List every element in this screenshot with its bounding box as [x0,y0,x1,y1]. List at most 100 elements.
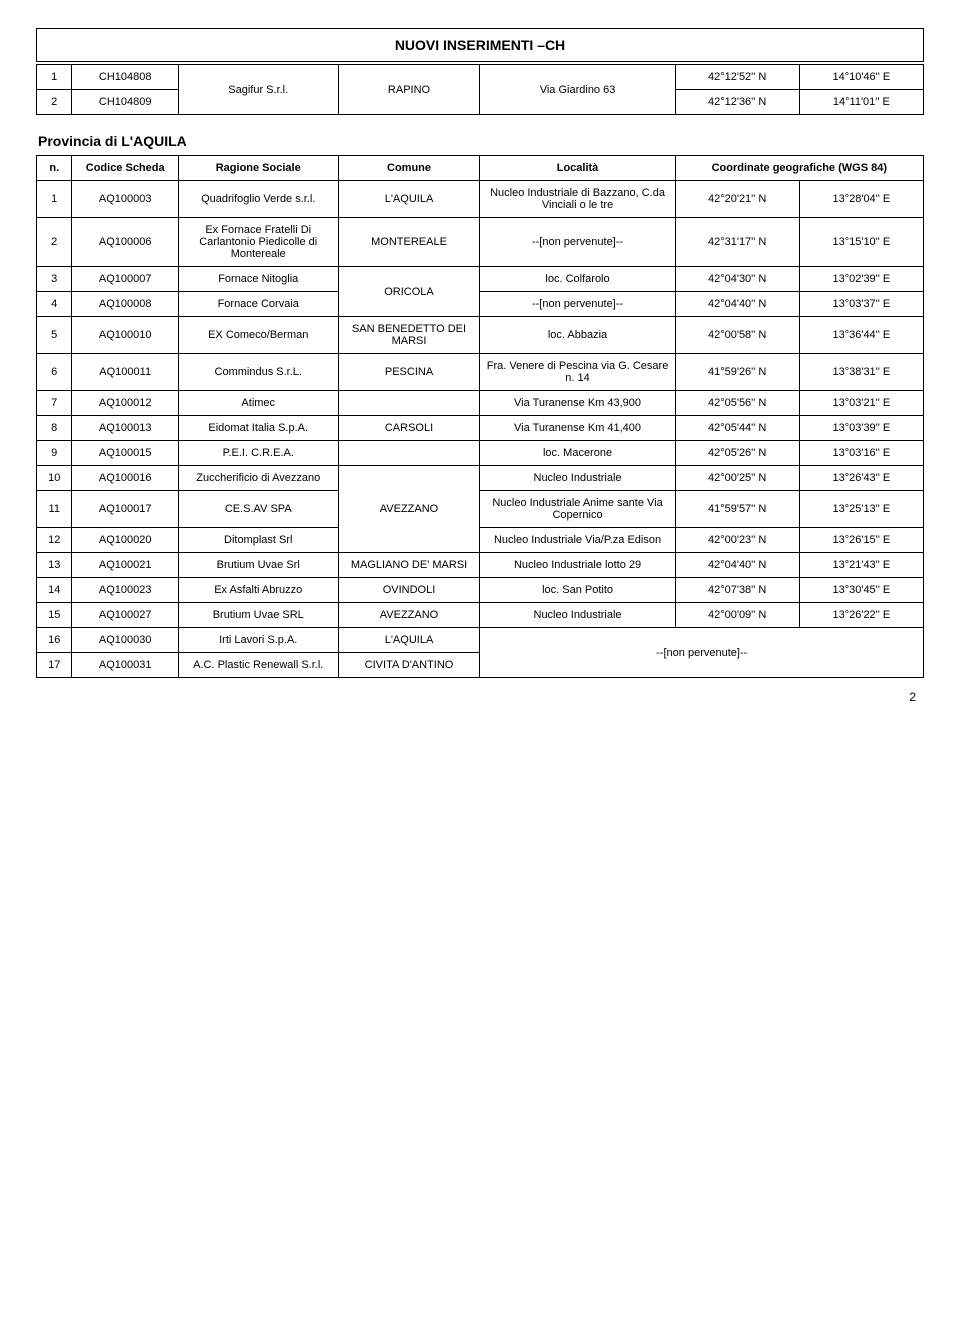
cell-code: AQ100003 [72,181,178,218]
cell-lon: 13°21'43'' E [799,553,923,578]
cell-lon: 13°30'45'' E [799,578,923,603]
cell-lat: 41°59'26'' N [675,354,799,391]
cell-ragione: EX Comeco/Berman [178,317,338,354]
cell-ragione: Commindus S.r.L. [178,354,338,391]
cell-n: 12 [37,528,72,553]
cell-comune: SAN BENEDETTO DEI MARSI [338,317,480,354]
cell-code: AQ100015 [72,441,178,466]
cell-localita: Via Turanense Km 41,400 [480,416,675,441]
cell-code: AQ100017 [72,491,178,528]
table-row: 15 AQ100027 Brutium Uvae SRL AVEZZANO Nu… [37,603,924,628]
cell-lon: 13°03'39'' E [799,416,923,441]
cell-ragione: Brutium Uvae Srl [178,553,338,578]
cell-n: 6 [37,354,72,391]
cell-localita: Via Giardino 63 [480,65,675,115]
cell-localita: Fra. Venere di Pescina via G. Cesare n. … [480,354,675,391]
cell-code: AQ100031 [72,653,178,678]
cell-n: 1 [37,181,72,218]
cell-localita: Nucleo Industriale di Bazzano, C.da Vinc… [480,181,675,218]
cell-comune: AVEZZANO [338,466,480,553]
cell-code: AQ100008 [72,292,178,317]
cell-lon: 13°15'10'' E [799,218,923,267]
cell-comune [338,441,480,466]
cell-n: 7 [37,391,72,416]
cell-code: AQ100012 [72,391,178,416]
cell-code: AQ100020 [72,528,178,553]
cell-n: 14 [37,578,72,603]
table-row: 1 CH104808 Sagifur S.r.l. RAPINO Via Gia… [37,65,924,90]
cell-lat: 42°04'40'' N [675,292,799,317]
cell-ragione: Zuccherificio di Avezzano [178,466,338,491]
cell-code: AQ100027 [72,603,178,628]
cell-n: 5 [37,317,72,354]
cell-n: 13 [37,553,72,578]
cell-comune [338,391,480,416]
cell-lat: 42°04'30'' N [675,267,799,292]
col-codice: Codice Scheda [72,156,178,181]
cell-n: 15 [37,603,72,628]
table-row: 1 AQ100003 Quadrifoglio Verde s.r.l. L'A… [37,181,924,218]
cell-lon: 14°10'46'' E [799,65,923,90]
cell-lat: 42°00'58'' N [675,317,799,354]
cell-lon: 13°36'44'' E [799,317,923,354]
cell-comune: MAGLIANO DE' MARSI [338,553,480,578]
cell-localita: Nucleo Industriale Anime sante Via Coper… [480,491,675,528]
cell-lon: 13°03'37'' E [799,292,923,317]
page-number: 2 [36,690,924,704]
cell-lon: 13°28'04'' E [799,181,923,218]
table-row: 12 AQ100020 Ditomplast Srl Nucleo Indust… [37,528,924,553]
cell-localita: --[non pervenute]-- [480,218,675,267]
cell-lat: 42°31'17'' N [675,218,799,267]
cell-ragione: Fornace Nitoglia [178,267,338,292]
cell-comune: CARSOLI [338,416,480,441]
cell-code: AQ100021 [72,553,178,578]
cell-code: AQ100030 [72,628,178,653]
col-n: n. [37,156,72,181]
cell-comune: CIVITA D'ANTINO [338,653,480,678]
cell-comune: MONTEREALE [338,218,480,267]
cell-comune: PESCINA [338,354,480,391]
cell-lon: 13°38'31'' E [799,354,923,391]
table-row: 6 AQ100011 Commindus S.r.L. PESCINA Fra.… [37,354,924,391]
cell-lon: 13°26'22'' E [799,603,923,628]
cell-lat: 42°12'36'' N [675,90,799,115]
cell-lon: 13°26'15'' E [799,528,923,553]
cell-ragione: CE.S.AV SPA [178,491,338,528]
cell-n: 4 [37,292,72,317]
cell-ragione: Ditomplast Srl [178,528,338,553]
cell-ragione: Sagifur S.r.l. [178,65,338,115]
col-coord: Coordinate geografiche (WGS 84) [675,156,923,181]
cell-n: 11 [37,491,72,528]
cell-code: CH104808 [72,65,178,90]
table-row: 3 AQ100007 Fornace Nitoglia ORICOLA loc.… [37,267,924,292]
cell-code: AQ100013 [72,416,178,441]
cell-code: AQ100007 [72,267,178,292]
cell-code: AQ100010 [72,317,178,354]
cell-n: 8 [37,416,72,441]
cell-lat: 42°04'40'' N [675,553,799,578]
cell-ragione: Quadrifoglio Verde s.r.l. [178,181,338,218]
table-aq: n. Codice Scheda Ragione Sociale Comune … [36,155,924,678]
cell-lat: 42°05'26'' N [675,441,799,466]
cell-ragione: Ex Fornace Fratelli Di Carlantonio Piedi… [178,218,338,267]
cell-ragione: Atimec [178,391,338,416]
cell-code: AQ100011 [72,354,178,391]
cell-code: AQ100006 [72,218,178,267]
cell-lon: 14°11'01'' E [799,90,923,115]
cell-lat: 42°05'56'' N [675,391,799,416]
cell-localita: loc. Macerone [480,441,675,466]
cell-ragione: Ex Asfalti Abruzzo [178,578,338,603]
cell-ragione: P.E.I. C.R.E.A. [178,441,338,466]
cell-n: 3 [37,267,72,292]
cell-localita: loc. Colfarolo [480,267,675,292]
cell-lat: 42°05'44'' N [675,416,799,441]
cell-ragione: A.C. Plastic Renewall S.r.l. [178,653,338,678]
table-row: 16 AQ100030 Irti Lavori S.p.A. L'AQUILA … [37,628,924,653]
cell-lat: 42°07'38'' N [675,578,799,603]
table-row: 13 AQ100021 Brutium Uvae Srl MAGLIANO DE… [37,553,924,578]
cell-code: AQ100016 [72,466,178,491]
cell-lat: 42°00'09'' N [675,603,799,628]
table-row: 2 AQ100006 Ex Fornace Fratelli Di Carlan… [37,218,924,267]
cell-comune: L'AQUILA [338,181,480,218]
cell-lon: 13°03'21'' E [799,391,923,416]
